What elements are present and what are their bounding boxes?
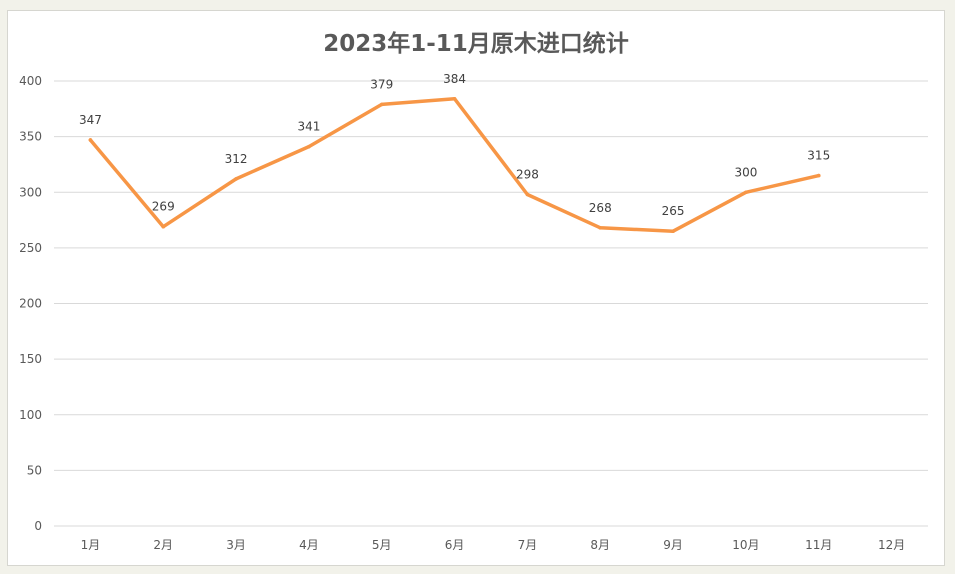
x-tick-label: 1月 — [81, 538, 101, 552]
y-tick-label: 0 — [34, 519, 42, 533]
data-point — [598, 226, 603, 230]
data-label: 379 — [370, 77, 393, 91]
x-tick-label: 3月 — [226, 538, 246, 552]
data-label: 300 — [734, 165, 757, 179]
y-tick-label: 300 — [19, 185, 42, 199]
x-tick-label: 8月 — [590, 538, 610, 552]
y-tick-label: 350 — [19, 130, 42, 144]
y-tick-label: 150 — [19, 352, 42, 366]
y-tick-label: 200 — [19, 297, 42, 311]
data-labels: 347 269 312 341 379 384 298 268 265 300 315 — [79, 72, 830, 218]
data-label: 265 — [662, 204, 685, 218]
y-tick-label: 50 — [27, 463, 42, 477]
series-layer — [88, 97, 821, 233]
data-label: 341 — [297, 120, 320, 134]
x-tick-label: 11月 — [805, 538, 832, 552]
data-point — [307, 144, 311, 149]
data-label: 384 — [443, 72, 466, 86]
data-point — [161, 224, 166, 229]
data-label: 315 — [807, 149, 830, 163]
y-tick-label: 400 — [19, 74, 42, 88]
data-point — [816, 173, 821, 178]
data-point — [88, 138, 93, 142]
y-tick-label: 250 — [19, 241, 42, 255]
data-point — [452, 97, 457, 101]
data-label: 347 — [79, 113, 102, 127]
data-label: 269 — [152, 200, 175, 214]
x-tick-label: 12月 — [878, 538, 905, 552]
y-axis-ticks: 0 50 100 150 200 250 300 350 400 — [19, 74, 42, 533]
gridlines — [54, 80, 928, 527]
data-point — [525, 192, 530, 197]
line-chart: 2023年1-11月原木进口统计 0 50 100 150 200 250 300 350 40… — [19, 30, 928, 552]
data-label: 312 — [225, 152, 248, 166]
x-tick-label: 2月 — [153, 538, 173, 552]
chart-title: 2023年1-11月原木进口统计 — [323, 30, 629, 57]
x-tick-label: 10月 — [732, 538, 759, 552]
x-axis-ticks: 1月 2月 3月 4月 5月 6月 7月 8月 9月 10月 11月 12月 — [81, 538, 906, 552]
data-label: 298 — [516, 167, 539, 181]
data-point — [379, 102, 384, 107]
data-point — [671, 229, 675, 233]
x-tick-label: 5月 — [372, 538, 392, 552]
series-line — [88, 97, 821, 233]
chart-frame: 2023年1-11月原木进口统计 0 50 100 150 200 250 300 350 40… — [7, 10, 945, 566]
x-tick-label: 6月 — [445, 538, 465, 552]
x-tick-label: 9月 — [663, 538, 683, 552]
data-label: 268 — [589, 201, 612, 215]
x-tick-label: 4月 — [299, 538, 319, 552]
x-tick-label: 7月 — [518, 538, 538, 552]
data-point — [744, 190, 748, 195]
y-tick-label: 100 — [19, 408, 42, 422]
data-point — [234, 177, 238, 181]
